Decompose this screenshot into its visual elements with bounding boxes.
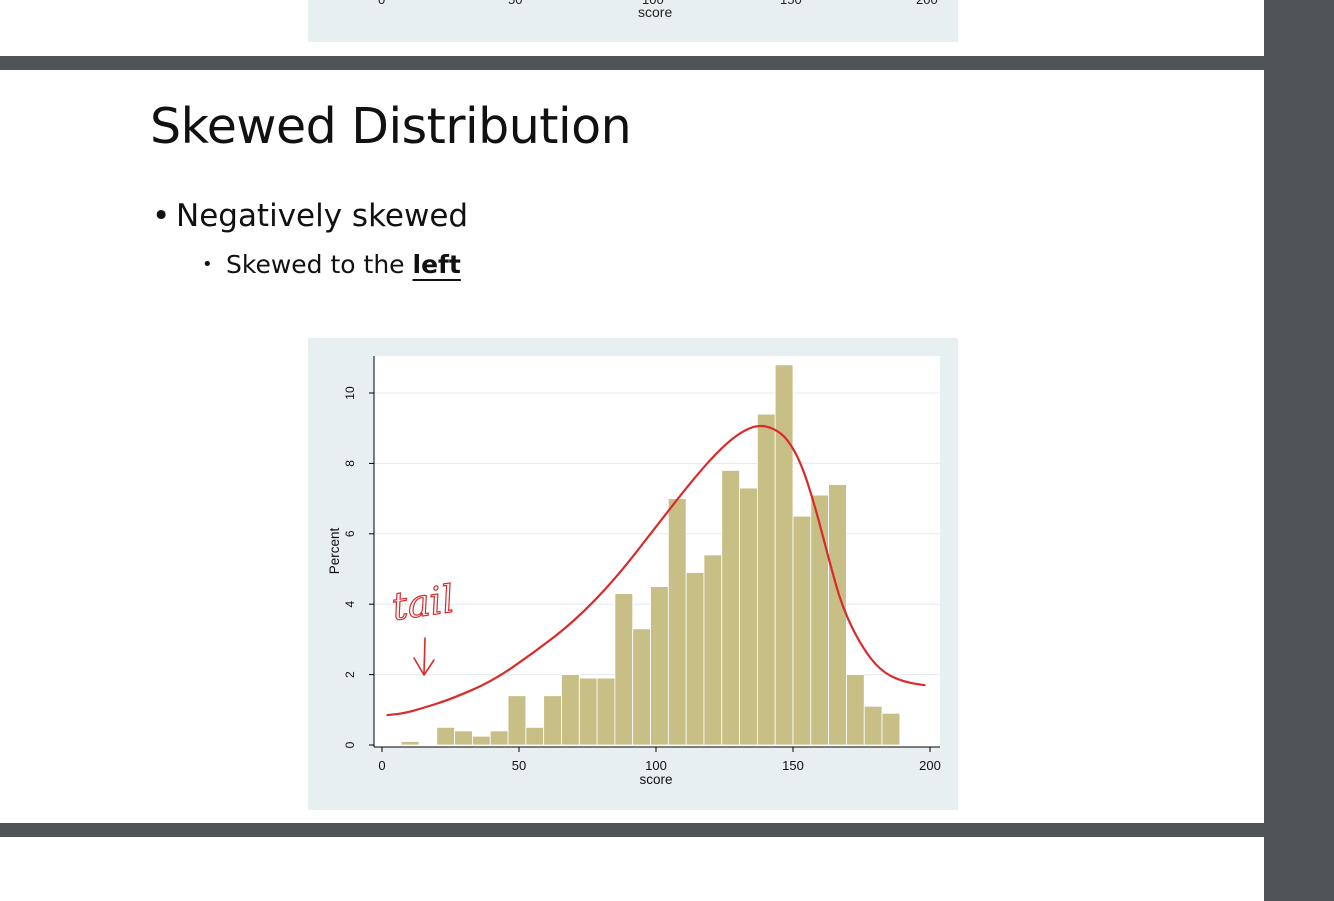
histogram-bar bbox=[792, 515, 812, 746]
prev-x-tick: 150 bbox=[780, 0, 802, 7]
histogram-bar bbox=[507, 695, 527, 746]
histogram-bar bbox=[810, 494, 830, 746]
histogram-bar bbox=[650, 586, 669, 746]
histogram-bar bbox=[685, 572, 705, 746]
x-axis-label: score bbox=[639, 772, 672, 787]
bullet-level-1: • Negatively skewed bbox=[152, 198, 468, 234]
histogram-bar bbox=[721, 470, 740, 746]
histogram-chart: 0 2 4 6 8 10 0 50 100 150 200 score Percent tail bbox=[308, 338, 958, 810]
arrow-down-icon bbox=[413, 657, 435, 676]
y-tick-label: 0 bbox=[343, 741, 357, 748]
histogram-bar bbox=[596, 677, 616, 746]
prev-x-tick: 50 bbox=[508, 0, 522, 7]
prev-x-tick: 0 bbox=[378, 0, 385, 7]
histogram-bar bbox=[614, 593, 634, 746]
x-tick-label: 50 bbox=[512, 758, 526, 773]
histogram-bar bbox=[578, 677, 598, 746]
y-tick-label: 10 bbox=[343, 386, 357, 400]
histogram-bar bbox=[400, 741, 420, 746]
histogram-bar bbox=[881, 712, 901, 746]
histogram-bar bbox=[667, 498, 687, 746]
y-tick-label: 6 bbox=[343, 530, 357, 537]
histogram-bar bbox=[703, 554, 723, 746]
previous-slide: 0 50 100 150 200 score bbox=[0, 0, 1264, 56]
histogram-bar bbox=[828, 484, 847, 746]
histogram-bar bbox=[472, 735, 491, 746]
prev-x-tick: 100 bbox=[642, 0, 664, 7]
previous-chart-panel: 0 50 100 150 200 score bbox=[308, 0, 958, 42]
bullet-2-emphasis: left bbox=[412, 250, 461, 279]
bullet-2-text: Skewed to the bbox=[226, 250, 413, 279]
x-tick-label: 100 bbox=[645, 758, 667, 773]
page-separator bbox=[0, 56, 1264, 70]
histogram-bar bbox=[489, 730, 509, 746]
bullet-1-text: Negatively skewed bbox=[176, 198, 469, 234]
y-tick-label: 4 bbox=[343, 601, 357, 608]
bullet-level-2: • Skewed to the left bbox=[202, 250, 461, 279]
histogram-bar bbox=[846, 674, 865, 746]
y-axis-label: Percent bbox=[327, 527, 342, 574]
x-tick-label: 0 bbox=[378, 758, 385, 773]
slide-title: Skewed Distribution bbox=[150, 98, 632, 155]
y-tick-label: 2 bbox=[343, 671, 357, 678]
page-separator bbox=[0, 823, 1264, 837]
y-tick-label: 8 bbox=[343, 460, 357, 467]
prev-x-axis-label: score bbox=[638, 4, 673, 20]
histogram-bar bbox=[436, 726, 456, 746]
density-curve bbox=[386, 424, 926, 717]
histogram-bar bbox=[863, 705, 883, 746]
histogram-bar bbox=[774, 364, 794, 746]
histogram-bar bbox=[454, 730, 473, 746]
histogram-bar bbox=[739, 487, 758, 746]
tail-annotation: tail bbox=[389, 577, 457, 629]
histogram-bar bbox=[543, 695, 562, 746]
x-tick-label: 150 bbox=[782, 758, 804, 773]
bullet-dot-icon: • bbox=[202, 254, 213, 275]
arrow-shaft bbox=[423, 637, 426, 674]
histogram-bar bbox=[525, 726, 545, 746]
bullet-dot-icon: • bbox=[152, 198, 171, 234]
histogram-bar bbox=[561, 674, 580, 746]
histogram-bar bbox=[632, 628, 651, 746]
histogram-bar bbox=[756, 413, 776, 746]
slide-page: Skewed Distribution • Negatively skewed •… bbox=[0, 70, 1264, 823]
x-tick-label: 200 bbox=[919, 758, 941, 773]
prev-x-tick: 200 bbox=[916, 0, 938, 7]
scrollbar-track[interactable] bbox=[1264, 0, 1334, 901]
